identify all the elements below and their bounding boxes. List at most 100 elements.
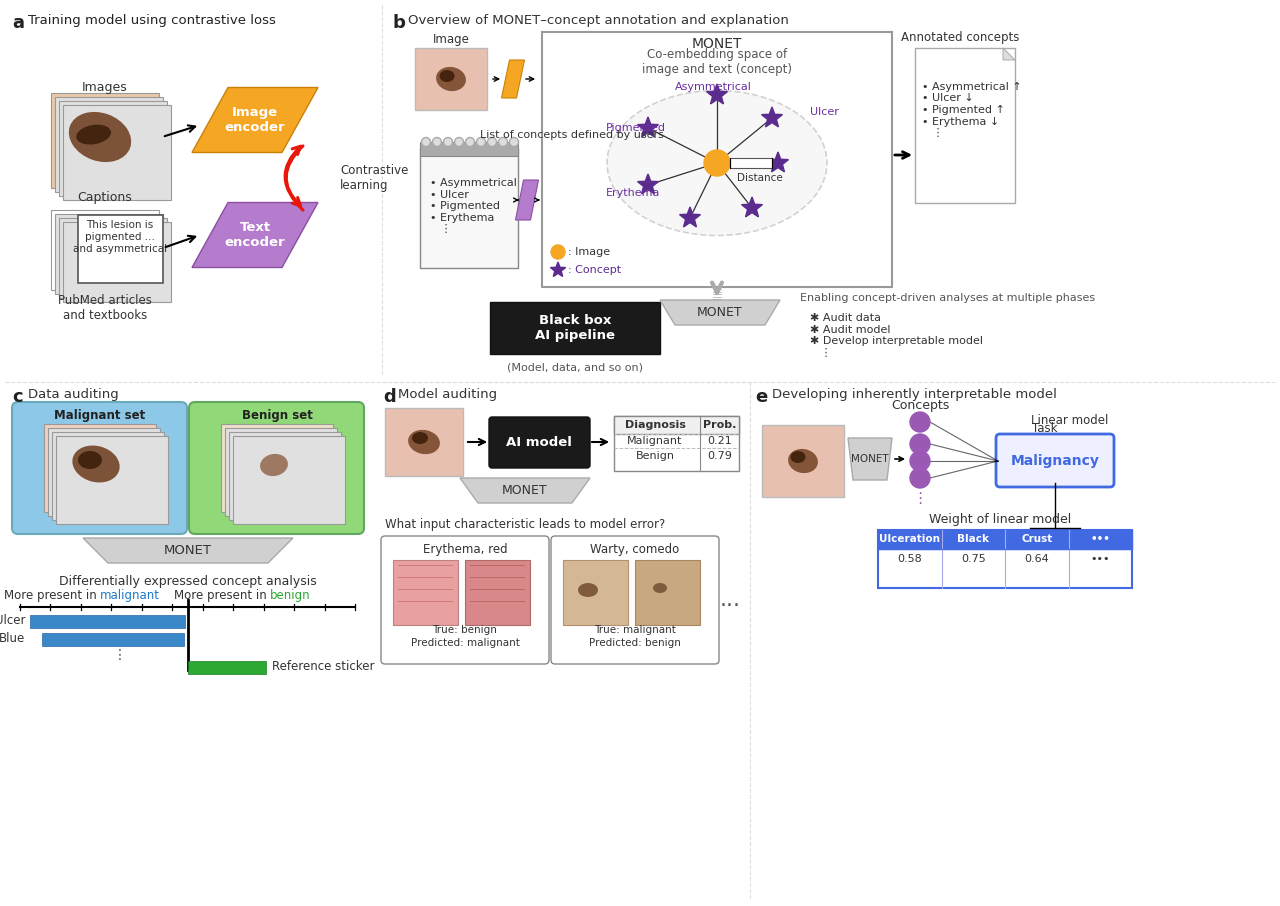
Text: More present in: More present in: [174, 590, 270, 602]
Text: True: benign: True: benign: [433, 625, 498, 635]
Bar: [878, 530, 1132, 588]
Text: •••: •••: [1091, 554, 1110, 564]
Text: Prob.: Prob.: [703, 420, 737, 430]
Text: Malignancy: Malignancy: [1011, 454, 1100, 468]
Bar: [420, 142, 518, 156]
Circle shape: [910, 434, 931, 454]
Bar: [490, 302, 660, 354]
Circle shape: [476, 138, 485, 147]
Text: Overview of MONET–concept annotation and explanation: Overview of MONET–concept annotation and…: [408, 14, 788, 27]
Bar: [465, 560, 530, 625]
Text: What input characteristic leads to model error?: What input characteristic leads to model…: [385, 518, 666, 531]
Text: Linear model: Linear model: [1032, 413, 1108, 427]
FancyBboxPatch shape: [12, 402, 187, 534]
Bar: [188, 661, 266, 674]
Text: Reference sticker: Reference sticker: [273, 660, 375, 673]
Polygon shape: [741, 197, 763, 217]
Text: benign: benign: [270, 590, 311, 602]
Text: e: e: [755, 388, 767, 406]
Text: Text
encoder: Text encoder: [225, 221, 285, 249]
Text: PubMed articles
and textbooks: PubMed articles and textbooks: [58, 294, 152, 322]
Bar: [878, 530, 1132, 549]
Text: •••: •••: [1091, 534, 1110, 544]
Polygon shape: [516, 180, 539, 220]
Text: Malignant set: Malignant set: [54, 410, 146, 422]
Bar: [563, 560, 628, 625]
Text: True: malignant: True: malignant: [594, 625, 676, 635]
Text: Ulcer: Ulcer: [0, 614, 26, 628]
Bar: [49, 428, 160, 516]
Text: ⋮: ⋮: [913, 490, 928, 506]
Polygon shape: [550, 262, 566, 276]
Text: Distance: Distance: [737, 173, 783, 183]
Ellipse shape: [788, 448, 818, 473]
Circle shape: [550, 245, 564, 259]
Ellipse shape: [69, 112, 131, 162]
Circle shape: [421, 138, 430, 147]
Polygon shape: [707, 84, 727, 104]
Bar: [59, 101, 166, 196]
Text: MONET: MONET: [851, 454, 888, 464]
Text: This lesion is
pigmented ...
and asymmetrical: This lesion is pigmented ... and asymmet…: [73, 220, 168, 254]
Text: Image
encoder: Image encoder: [225, 106, 285, 134]
Ellipse shape: [436, 67, 466, 92]
Bar: [229, 432, 340, 520]
Bar: [52, 432, 164, 520]
Circle shape: [433, 138, 442, 147]
Bar: [762, 425, 844, 497]
Text: 0.75: 0.75: [961, 554, 986, 564]
Ellipse shape: [260, 454, 288, 476]
Bar: [56, 436, 168, 524]
Bar: [63, 104, 172, 199]
Text: ✱ Audit data
✱ Audit model
✱ Develop interpretable model
   ⋮: ✱ Audit data ✱ Audit model ✱ Develop int…: [810, 313, 983, 358]
Text: ...: ...: [719, 590, 741, 610]
Polygon shape: [762, 107, 782, 127]
Text: c: c: [12, 388, 23, 406]
Text: 0.21: 0.21: [708, 436, 732, 446]
Text: Image: Image: [433, 34, 470, 46]
Polygon shape: [1004, 48, 1015, 60]
Bar: [55, 214, 163, 294]
Polygon shape: [680, 207, 700, 226]
Text: malignant: malignant: [100, 590, 160, 602]
Ellipse shape: [607, 91, 827, 236]
Text: Weight of linear model: Weight of linear model: [929, 514, 1071, 526]
Bar: [420, 148, 518, 268]
Text: Concepts: Concepts: [891, 400, 950, 412]
Bar: [614, 416, 739, 471]
Ellipse shape: [412, 432, 428, 444]
Bar: [415, 48, 486, 110]
FancyBboxPatch shape: [996, 434, 1114, 487]
Bar: [915, 48, 1015, 203]
FancyBboxPatch shape: [489, 417, 590, 468]
Circle shape: [443, 138, 453, 147]
Text: Task: Task: [1032, 421, 1057, 435]
Polygon shape: [192, 203, 317, 267]
Text: Benign set: Benign set: [242, 410, 312, 422]
Bar: [63, 222, 172, 302]
Circle shape: [704, 150, 730, 176]
Text: Black: Black: [957, 534, 989, 544]
Circle shape: [488, 138, 497, 147]
Polygon shape: [460, 478, 590, 503]
Text: Erythema: Erythema: [605, 188, 660, 198]
Text: 0.58: 0.58: [897, 554, 922, 564]
Text: • Asymmetrical ↑
• Ulcer ↓
• Pigmented ↑
• Erythema ↓
   ⋮: • Asymmetrical ↑ • Ulcer ↓ • Pigmented ↑…: [922, 82, 1021, 139]
Text: Predicted: malignant: Predicted: malignant: [411, 638, 520, 648]
Text: Co-embedding space of
image and text (concept): Co-embedding space of image and text (co…: [643, 48, 792, 76]
Bar: [55, 97, 163, 191]
Bar: [221, 424, 333, 512]
Circle shape: [910, 468, 931, 488]
Text: Training model using contrastive loss: Training model using contrastive loss: [28, 14, 276, 27]
Text: : Image: : Image: [568, 247, 611, 257]
Text: Ulceration: Ulceration: [879, 534, 941, 544]
Text: (Model, data, and so on): (Model, data, and so on): [507, 363, 643, 373]
Circle shape: [910, 412, 931, 432]
Text: Malignant: Malignant: [627, 436, 682, 446]
Text: 0.79: 0.79: [708, 451, 732, 461]
Text: Black box
AI pipeline: Black box AI pipeline: [535, 314, 614, 342]
FancyBboxPatch shape: [381, 536, 549, 664]
Text: Differentially expressed concept analysis: Differentially expressed concept analysi…: [59, 575, 317, 589]
Text: Developing inherently interpretable model: Developing inherently interpretable mode…: [772, 388, 1057, 401]
Bar: [385, 408, 463, 476]
